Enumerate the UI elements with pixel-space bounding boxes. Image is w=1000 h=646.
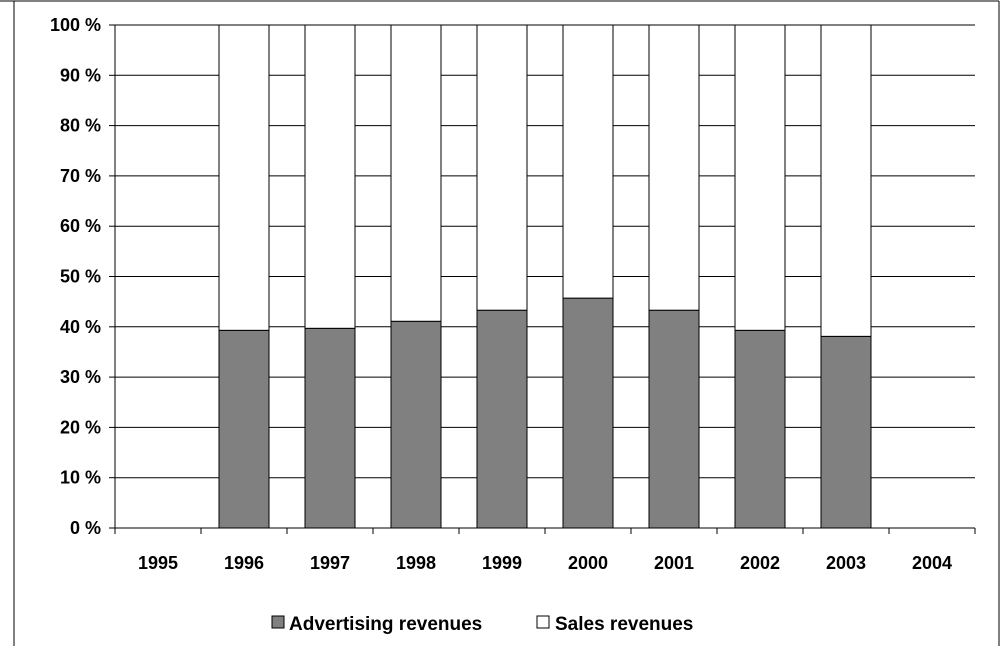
bar-advertising-2000 (562, 297, 614, 529)
legend-label-sales: Sales revenues (555, 614, 693, 635)
bar-advertising-1998 (390, 320, 442, 529)
bar-sales-2000 (562, 24, 614, 299)
x-tick-label: 1995 (138, 553, 178, 573)
x-tick-labels: 1995 1996 1997 1998 1999 2000 2001 2002 2003 2004 (138, 553, 952, 573)
y-tick-label: 70 % (60, 166, 101, 186)
bar-sales-2002 (734, 24, 786, 331)
x-tick-label: 2002 (740, 553, 780, 573)
y-tick-label: 10 % (60, 468, 101, 488)
axes (109, 24, 976, 534)
x-tick-label: 2001 (654, 553, 694, 573)
bar-sales-2003 (820, 24, 872, 337)
x-tick-label: 1998 (396, 553, 436, 573)
x-tick-label: 2000 (568, 553, 608, 573)
legend-swatch-advertising (271, 615, 285, 629)
y-tick-label: 90 % (60, 65, 101, 85)
y-tick-label: 0 % (70, 518, 101, 538)
bar-sales-1997 (304, 24, 356, 329)
y-tick-labels: 0 % 10 % 20 % 30 % 40 % 50 % 60 % 70 % 80 % 90 % 1… (50, 15, 101, 538)
legend: Advertising revenues Sales revenues (271, 614, 693, 635)
y-tick-label: 30 % (60, 367, 101, 387)
x-tick-label: 2003 (826, 553, 866, 573)
y-tick-label: 40 % (60, 317, 101, 337)
y-tick-label: 50 % (60, 267, 101, 287)
y-tick-label: 60 % (60, 216, 101, 236)
bar-sales-1998 (390, 24, 442, 322)
bar-advertising-1997 (304, 327, 356, 529)
bars (218, 24, 872, 529)
bar-sales-1996 (218, 24, 270, 331)
x-tick-label: 1996 (224, 553, 264, 573)
x-tick-label: 1999 (482, 553, 522, 573)
x-tick-label: 1997 (310, 553, 350, 573)
y-tick-label: 80 % (60, 116, 101, 136)
bar-sales-2001 (648, 24, 700, 311)
bar-advertising-2001 (648, 309, 700, 529)
bar-advertising-2002 (734, 329, 786, 529)
bar-advertising-1999 (476, 309, 528, 529)
x-tick-label: 2004 (912, 553, 952, 573)
bar-advertising-2003 (820, 335, 872, 529)
bar-advertising-1996 (218, 329, 270, 529)
legend-label-advertising: Advertising revenues (289, 614, 482, 635)
y-tick-label: 100 % (50, 15, 101, 35)
bar-sales-1999 (476, 24, 528, 311)
y-tick-label: 20 % (60, 417, 101, 437)
legend-swatch-sales (536, 615, 550, 629)
